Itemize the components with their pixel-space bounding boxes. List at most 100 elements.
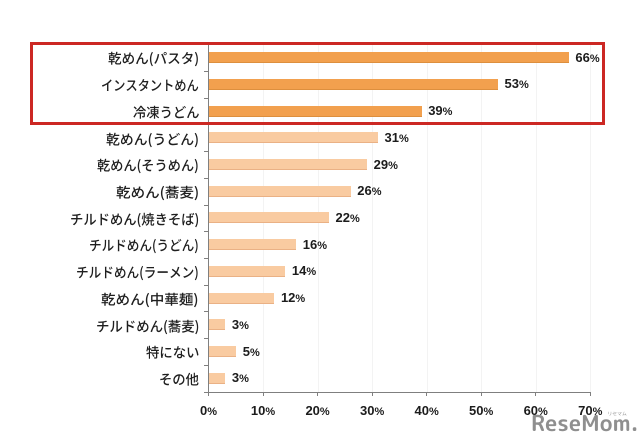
value-label-1: 53% [505,76,529,93]
percent-sign: % [371,186,382,199]
label-number: 3 [231,370,240,386]
resemom-watermark: ReseMom.リセマム [531,411,640,439]
label-number: 50 [469,402,484,418]
x-tick-2 [317,391,319,396]
value-label-9: 12% [281,290,305,307]
label-number: 3 [231,316,240,332]
category-label-text-9: 乾めん(中華麺) [101,292,194,309]
value-label-7: 16% [303,237,327,254]
y-tick-8 [203,258,208,260]
percent-sign: % [592,405,603,418]
x-tick-label-1: 10% [251,403,275,420]
y-tick-9 [203,284,208,286]
x-tick-3 [371,391,373,396]
label-number: 29 [373,156,389,172]
bar-6 [209,212,329,224]
resemom-logo [532,411,637,431]
category-label-11: 特にない [145,345,202,362]
x-tick-5 [480,391,482,396]
x-tick-label-2: 20% [305,403,329,420]
x-tick-label-5: 50% [469,403,493,420]
label-number: 26 [357,183,372,199]
y-tick-12 [203,364,208,366]
x-tick-label-7: 70% [578,403,602,420]
y-tick-13 [203,391,208,393]
label-number: 66 [575,49,590,65]
y-tick-1 [203,71,208,73]
percent-sign: % [319,405,330,418]
label-number: 22 [335,209,350,225]
value-label-2: 39% [428,103,452,120]
bar-4 [209,159,368,171]
category-label-text-4: 乾めん(そうめん) [97,158,204,175]
category-label-5: 乾めん(蕎麦) [116,185,199,202]
percent-sign: % [483,405,494,418]
label-number: 10 [250,402,266,418]
value-label-4: 29% [374,157,398,174]
category-label-text-6: チルドめん(焼きそば) [70,212,205,229]
percent-sign: % [250,346,260,359]
category-label-text-10: チルドめん(蕎麦) [96,319,203,336]
label-number: 12 [280,290,296,306]
bar-0 [209,52,569,64]
x-tick-0 [208,391,209,396]
label-number: 60 [523,402,539,418]
category-label-10: チルドめん(蕎麦) [96,319,199,336]
x-tick-4 [426,391,428,396]
label-number: 31 [384,129,400,145]
resemom-wordmark-glyphs [532,414,637,431]
percent-sign: % [538,405,548,418]
percent-sign: % [295,293,306,306]
bar-12 [209,372,226,384]
gridline-50pct [481,44,483,392]
category-label-text-8: チルドめん(ラーメン) [76,265,211,282]
y-tick-5 [203,177,208,179]
label-number: 39 [428,103,443,119]
percent-sign: % [428,405,439,418]
category-label-9: 乾めん(中華麺) [101,292,199,309]
y-tick-11 [203,338,208,340]
percent-sign: % [349,212,360,225]
y-tick-10 [203,311,208,313]
category-label-text-11: 特にない [146,345,202,362]
value-label-6: 22% [335,210,359,227]
percent-sign: % [239,319,249,332]
category-label-text-7: チルドめん(うどん) [89,238,210,255]
category-label-3: 乾めん(うどん) [106,132,199,149]
category-label-text-3: 乾めん(うどん) [106,132,199,149]
percent-sign: % [265,405,276,418]
category-label-text-5: 乾めん(蕎麦) [116,185,195,202]
percent-sign: % [207,405,218,418]
bar-5 [209,185,351,197]
x-tick-1 [262,391,264,396]
bar-3 [209,132,379,144]
category-label-8: チルドめん(ラーメン) [76,265,199,282]
value-label-5: 26% [357,183,381,200]
y-tick-2 [203,97,208,99]
value-label-11: 5% [243,344,260,361]
percent-sign: % [306,266,317,279]
category-label-text-12: その他 [159,372,201,389]
bar-1 [209,78,499,90]
label-number: 40 [414,402,429,418]
label-number: 0 [199,402,208,418]
percent-sign: % [317,239,327,252]
percent-sign: % [388,159,398,172]
label-number: 5 [242,343,250,359]
category-label-4: 乾めん(そうめん) [97,158,199,175]
value-label-0: 66% [575,50,599,67]
bar-9 [209,292,275,304]
category-label-6: チルドめん(焼きそば) [70,212,199,229]
value-label-8: 14% [292,263,316,280]
gridline-40pct [426,44,428,392]
gridline-60pct [535,44,537,392]
value-label-10: 3% [232,317,249,334]
x-tick-label-0: 0% [200,403,217,420]
bar-7 [209,239,297,251]
percent-sign: % [239,373,249,386]
x-tick-label-6: 60% [524,403,548,420]
x-axis-line [208,391,592,393]
x-tick-6 [535,391,537,396]
gridline-70pct [590,44,592,392]
